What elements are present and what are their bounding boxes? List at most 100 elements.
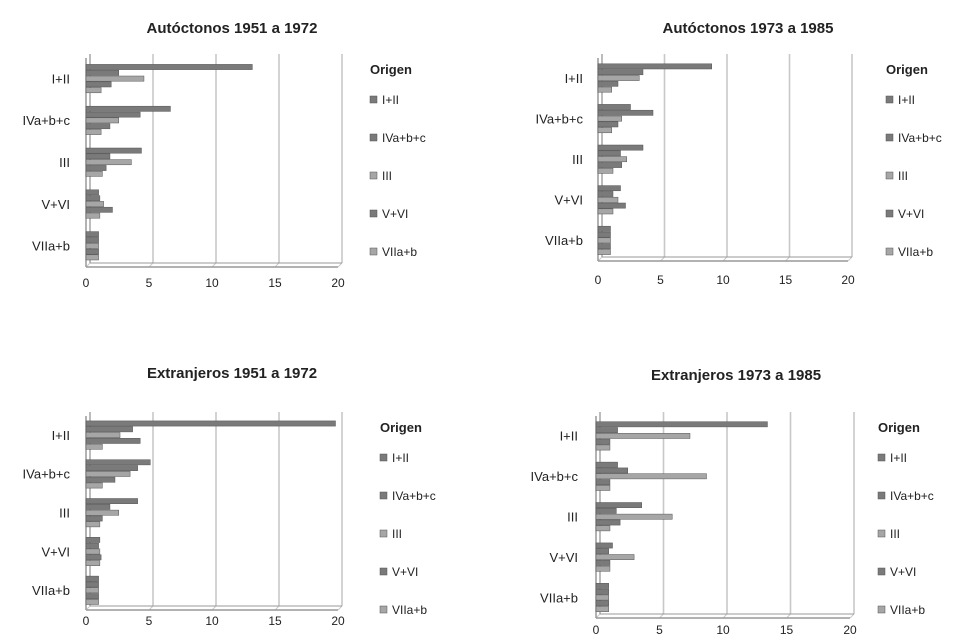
legend-swatch [379, 605, 388, 614]
bar [597, 156, 627, 163]
bar [85, 189, 99, 196]
bar [597, 185, 621, 192]
bar [597, 231, 611, 238]
legend-title: Origen [886, 62, 928, 77]
bar [85, 212, 101, 219]
bar [595, 508, 617, 514]
bar [595, 513, 673, 520]
category-label: III [59, 155, 70, 170]
category-label: III [59, 506, 70, 521]
x-tick-label: 10 [716, 273, 730, 287]
legend-label: III [382, 169, 392, 183]
bar [85, 560, 101, 566]
legend-label: VIIa+b [392, 603, 427, 617]
category-label: IVa+b+c [531, 469, 579, 484]
x-tick-label: 15 [268, 276, 282, 290]
legend-label: IVa+b+c [382, 131, 426, 145]
gridline-floor [849, 613, 855, 619]
bar [595, 461, 618, 468]
x-tick-label: 15 [268, 614, 282, 628]
bar [85, 581, 99, 588]
bar [597, 167, 614, 174]
bar [595, 606, 609, 612]
bar [85, 554, 102, 561]
chart-panel-autoctonos-1973-1985: Autóctonos 1973 a 1985 0 5 10 15 20 I+II IVa+b+… [478, 0, 948, 310]
legend-swatch [885, 171, 894, 180]
bar [85, 248, 99, 255]
bar [85, 504, 111, 510]
legend-label: IVa+b+c [392, 489, 436, 503]
chart-panel-autoctonos-1951-1972: Autóctonos 1951 a 1972 0 5 10 15 20 I+II IVa+b+… [0, 0, 470, 310]
bar [597, 150, 621, 157]
legend-swatch [369, 247, 378, 256]
bar [597, 109, 654, 116]
bar [85, 593, 99, 599]
bar [85, 105, 171, 112]
bar [85, 123, 111, 130]
legend-title: Origen [370, 62, 412, 77]
category-label: I+II [560, 429, 578, 444]
bar [85, 117, 120, 124]
legend-label: VIIa+b [890, 603, 925, 617]
bar [85, 206, 113, 213]
legend-label: I+II [898, 93, 915, 107]
bar [595, 594, 609, 601]
chart-title: Autóctonos 1951 a 1972 [147, 20, 318, 37]
bar [597, 202, 626, 209]
legend-swatch [379, 567, 388, 576]
legend-swatch [877, 453, 886, 462]
bar [85, 111, 141, 118]
bar [85, 476, 116, 483]
legend-swatch [885, 133, 894, 142]
bar [85, 75, 145, 82]
bar [597, 249, 611, 255]
bar [85, 129, 102, 135]
bar [597, 196, 619, 203]
bar [85, 87, 102, 94]
chart-svg: Autóctonos 1951 a 1972 0 5 10 15 20 I+II IVa+b+… [23, 20, 426, 290]
bar [597, 121, 619, 128]
category-label: IVa+b+c [23, 113, 71, 128]
bar [595, 427, 618, 433]
bar [85, 69, 120, 76]
legend-label: V+VI [898, 207, 924, 221]
bar [595, 519, 621, 526]
category-label: VIIa+b [32, 583, 70, 598]
legend-label: I+II [890, 451, 907, 465]
bar [595, 583, 609, 589]
bar [85, 242, 99, 249]
bar [85, 147, 142, 154]
bar [595, 502, 642, 508]
legend-label: V+VI [392, 565, 418, 579]
bar [595, 485, 611, 491]
chart-title: Autóctonos 1973 a 1985 [663, 20, 834, 37]
gridline-floor [847, 256, 853, 262]
x-tick-label: 20 [841, 273, 855, 287]
category-label: VIIa+b [540, 590, 578, 605]
bar [595, 525, 611, 532]
legend-swatch [885, 247, 894, 256]
legend-swatch [877, 605, 886, 614]
chart-title: Extranjeros 1973 a 1985 [651, 367, 821, 384]
legend-swatch [379, 491, 388, 500]
bar [595, 479, 611, 485]
category-label: V+VI [549, 550, 578, 565]
bar [595, 565, 611, 572]
bar [85, 165, 107, 171]
bar [85, 237, 99, 243]
legend-swatch [877, 529, 886, 538]
bar [85, 459, 151, 466]
legend-label: VIIa+b [382, 245, 417, 259]
bar [597, 225, 611, 232]
category-label: I+II [565, 71, 583, 86]
bar [595, 542, 613, 549]
bar [85, 254, 99, 261]
bar [595, 473, 707, 480]
bar [85, 432, 121, 438]
chart-svg: Extranjeros 1951 a 1972 0 5 10 15 20 I+II IVa+b… [23, 365, 436, 628]
bar [85, 195, 101, 202]
x-tick-label: 0 [593, 623, 600, 637]
category-label: VIIa+b [545, 233, 583, 248]
x-tick-label: 0 [595, 273, 602, 287]
legend-label: I+II [382, 93, 399, 107]
